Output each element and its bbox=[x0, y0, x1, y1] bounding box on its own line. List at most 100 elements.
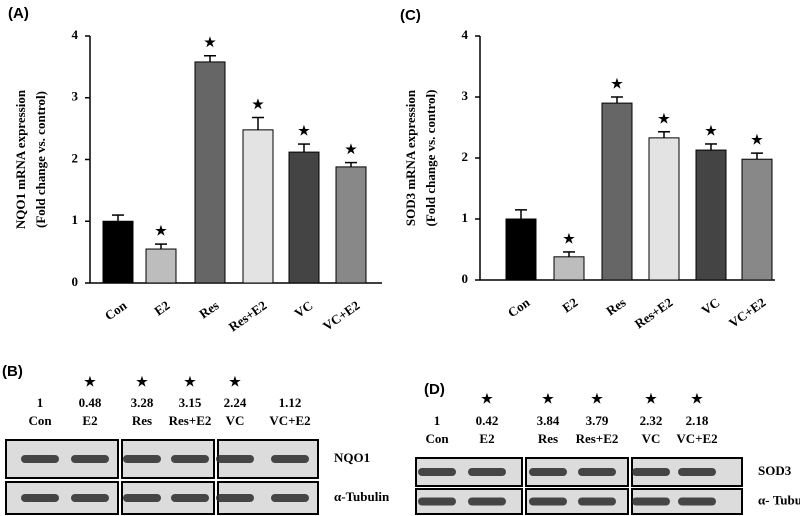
panel-label: (C) bbox=[400, 7, 421, 24]
band-ratio: 2.18 bbox=[686, 413, 709, 428]
x-tick-label: VC+E2 bbox=[320, 298, 362, 334]
band-ratio: 2.24 bbox=[224, 395, 247, 410]
band-ratio: 3.79 bbox=[586, 413, 609, 428]
lane-label: Con bbox=[28, 413, 52, 428]
band-ratio: 1.12 bbox=[279, 395, 302, 410]
x-tick-label: E2 bbox=[559, 295, 580, 316]
protein-label: SOD3 bbox=[758, 463, 792, 478]
lane-label: VC bbox=[642, 431, 661, 446]
x-tick-label: VC+E2 bbox=[726, 295, 768, 331]
bar bbox=[648, 137, 680, 281]
protein-label: α-Tubulin bbox=[334, 489, 390, 504]
x-tick-label: Con bbox=[505, 294, 533, 320]
blot-band bbox=[529, 497, 567, 506]
band-ratio: 2.32 bbox=[640, 413, 663, 428]
band-ratio: 0.42 bbox=[476, 413, 499, 428]
y-axis-label: SOD3 mRNA expression bbox=[403, 89, 418, 226]
panel-label: (A) bbox=[8, 5, 29, 22]
lane-label: VC+E2 bbox=[269, 413, 310, 428]
significance-star: ★ bbox=[229, 374, 241, 389]
blot-band bbox=[578, 468, 616, 476]
blot-band bbox=[21, 494, 59, 502]
blot-band bbox=[678, 468, 716, 476]
blot-band bbox=[123, 455, 161, 463]
bar bbox=[695, 149, 727, 281]
panel-label: (B) bbox=[2, 363, 23, 380]
band-ratio: 3.84 bbox=[537, 413, 560, 428]
x-tick-label: VC bbox=[698, 295, 722, 318]
blot-band bbox=[418, 468, 456, 476]
lane-label: VC bbox=[226, 413, 245, 428]
lane-label: Res+E2 bbox=[169, 413, 212, 428]
blot-band bbox=[171, 494, 209, 502]
significance-star: ★ bbox=[645, 391, 657, 406]
band-ratio: 0.48 bbox=[79, 395, 102, 410]
lane-label: Con bbox=[425, 431, 449, 446]
significance-star: ★ bbox=[184, 374, 196, 389]
blot-band bbox=[71, 494, 109, 502]
y-tick-label: 3 bbox=[72, 89, 79, 104]
y-tick-label: 4 bbox=[462, 27, 469, 42]
bar bbox=[102, 220, 134, 284]
significance-star: ★ bbox=[345, 142, 357, 157]
lane-label: Res bbox=[538, 431, 558, 446]
y-tick-label: 2 bbox=[72, 150, 79, 165]
blot-band bbox=[468, 497, 506, 506]
panel-label: (D) bbox=[424, 381, 445, 398]
x-tick-label: Con bbox=[102, 297, 130, 323]
bar bbox=[242, 129, 274, 284]
y-tick-label: 4 bbox=[72, 27, 79, 42]
bar bbox=[553, 256, 585, 281]
bar bbox=[288, 151, 320, 284]
y-axis-label: (Fold change vs. control) bbox=[33, 91, 48, 228]
lane-label: VC+E2 bbox=[676, 431, 717, 446]
y-tick-label: 0 bbox=[72, 274, 79, 289]
bar bbox=[194, 61, 226, 284]
significance-star: ★ bbox=[658, 111, 670, 126]
x-tick-label: Res bbox=[603, 295, 628, 319]
y-tick-label: 2 bbox=[462, 149, 469, 164]
x-tick-label: Res+E2 bbox=[226, 298, 270, 335]
significance-star: ★ bbox=[298, 123, 310, 138]
significance-star: ★ bbox=[252, 96, 264, 111]
protein-label: α- Tubulin bbox=[758, 492, 800, 507]
significance-star: ★ bbox=[542, 391, 554, 406]
y-tick-label: 1 bbox=[462, 210, 469, 225]
blot-band bbox=[271, 455, 309, 463]
band-ratio: 3.15 bbox=[179, 395, 202, 410]
band-ratio: 1 bbox=[434, 413, 441, 428]
blot-band bbox=[678, 497, 716, 506]
bar bbox=[505, 218, 537, 281]
lane-label: Res bbox=[132, 413, 152, 428]
blot-band bbox=[271, 494, 309, 502]
lane-label: E2 bbox=[82, 413, 97, 428]
bar bbox=[335, 166, 367, 284]
blot-band bbox=[468, 468, 506, 476]
bar bbox=[145, 248, 177, 284]
significance-star: ★ bbox=[155, 223, 167, 238]
blot-band bbox=[71, 455, 109, 463]
bar bbox=[741, 158, 773, 281]
blot-band bbox=[123, 494, 161, 502]
significance-star: ★ bbox=[84, 374, 96, 389]
significance-star: ★ bbox=[481, 391, 493, 406]
blot-band bbox=[171, 455, 209, 463]
x-tick-label: VC bbox=[291, 298, 315, 321]
significance-star: ★ bbox=[611, 76, 623, 91]
blot-band bbox=[21, 455, 59, 463]
blot-band bbox=[216, 494, 254, 502]
bar bbox=[601, 102, 633, 281]
blot-band bbox=[418, 497, 456, 506]
blot-band bbox=[529, 468, 567, 476]
significance-star: ★ bbox=[691, 391, 703, 406]
y-tick-label: 1 bbox=[72, 212, 79, 227]
x-tick-label: Res+E2 bbox=[632, 295, 676, 332]
significance-star: ★ bbox=[751, 132, 763, 147]
significance-star: ★ bbox=[705, 123, 717, 138]
significance-star: ★ bbox=[204, 35, 216, 50]
lane-label: E2 bbox=[479, 431, 494, 446]
lane-label: Res+E2 bbox=[576, 431, 619, 446]
y-tick-label: 0 bbox=[462, 271, 469, 286]
blot-band bbox=[216, 455, 254, 463]
